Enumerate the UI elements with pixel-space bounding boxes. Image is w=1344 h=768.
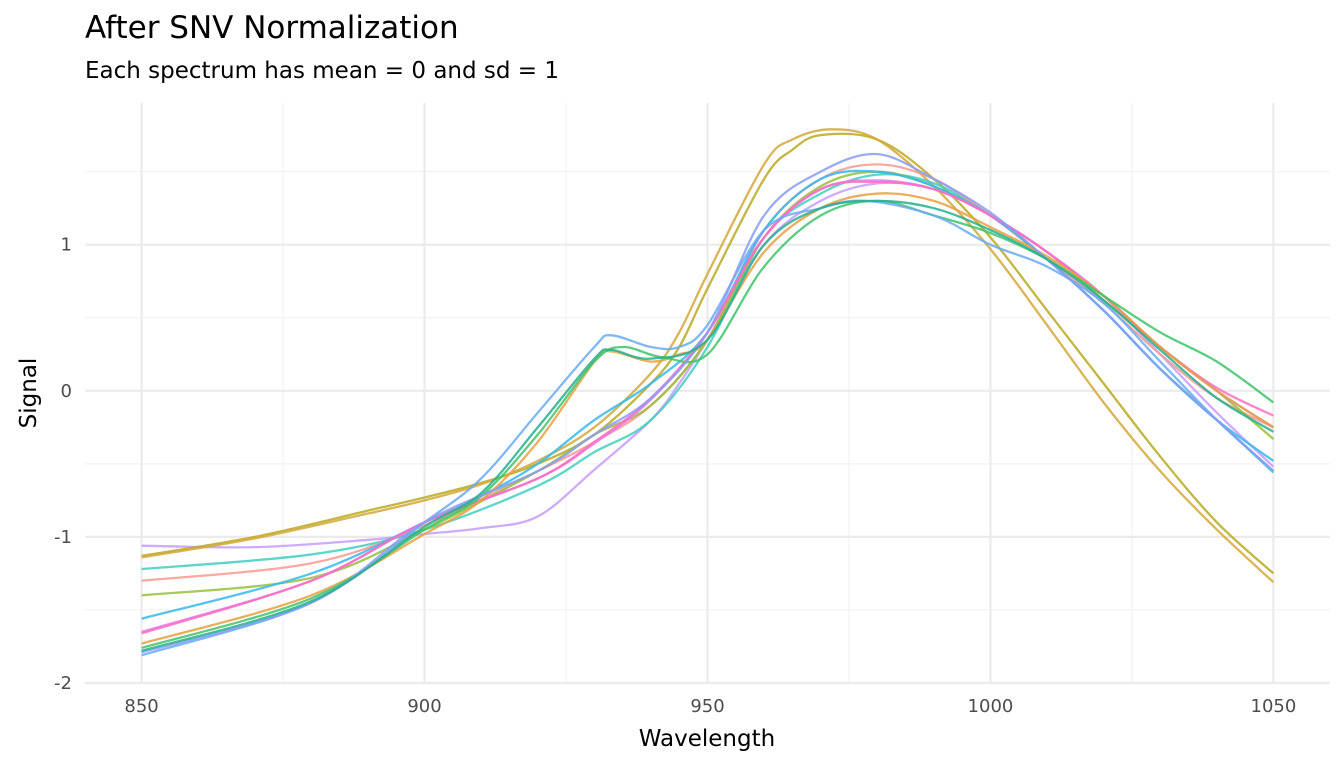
series-lines	[141, 128, 1275, 657]
x-tick-label: 1050	[1251, 696, 1297, 717]
x-axis-title: Wavelength	[639, 726, 775, 752]
x-tick-label: 1000	[968, 696, 1014, 717]
x-tick-label: 900	[407, 696, 441, 717]
grid	[85, 103, 1330, 685]
chart-title: After SNV Normalization	[85, 10, 459, 46]
y-tick-label: -2	[54, 673, 72, 694]
tick-labels: 850 900 950 1000 1050 -2 -1 0 1	[54, 235, 1296, 717]
y-tick-label: 0	[61, 381, 72, 402]
series-line-s13	[141, 152, 1275, 654]
series-line-s2	[141, 132, 1275, 575]
series-line-s3	[141, 128, 1275, 584]
y-tick-label: -1	[54, 527, 72, 548]
y-axis-title: Signal	[16, 358, 42, 429]
series-line-s14	[141, 199, 1274, 652]
x-tick-label: 850	[124, 696, 158, 717]
series-line-s12	[141, 199, 1275, 657]
y-tick-label: 1	[61, 235, 72, 256]
series-line-s11	[141, 199, 1275, 650]
chart-subtitle: Each spectrum has mean = 0 and sd = 1	[85, 58, 560, 84]
x-tick-label: 950	[690, 696, 724, 717]
